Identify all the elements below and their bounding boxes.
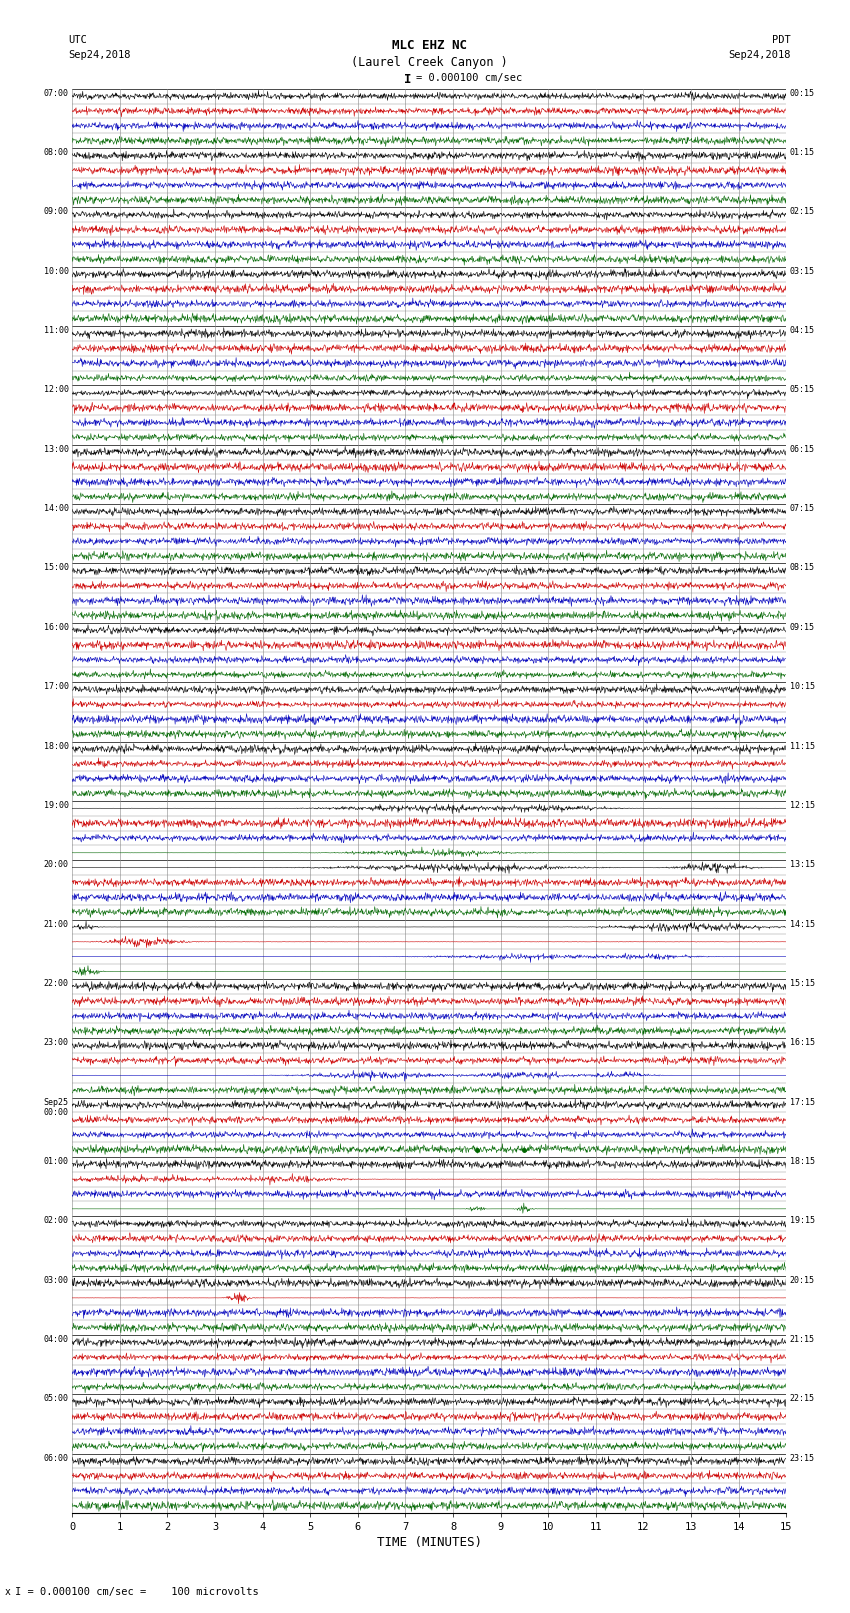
Text: 09:00: 09:00 [43,208,69,216]
Text: 17:00: 17:00 [43,682,69,690]
Text: 02:15: 02:15 [790,208,815,216]
Text: 23:00: 23:00 [43,1039,69,1047]
X-axis label: TIME (MINUTES): TIME (MINUTES) [377,1536,482,1548]
Text: 21:00: 21:00 [43,919,69,929]
Text: Sep24,2018: Sep24,2018 [728,50,791,60]
Text: 23:15: 23:15 [790,1453,815,1463]
Text: 16:00: 16:00 [43,623,69,632]
Text: 09:15: 09:15 [790,623,815,632]
Text: 15:00: 15:00 [43,563,69,573]
Text: UTC: UTC [68,35,87,45]
Text: 03:00: 03:00 [43,1276,69,1284]
Text: 12:15: 12:15 [790,802,815,810]
Text: 10:15: 10:15 [790,682,815,690]
Text: 01:00: 01:00 [43,1157,69,1166]
Text: = 0.000100 cm/sec: = 0.000100 cm/sec [416,73,523,82]
Text: 00:15: 00:15 [790,89,815,98]
Text: 16:15: 16:15 [790,1039,815,1047]
Text: 06:00: 06:00 [43,1453,69,1463]
Text: 08:15: 08:15 [790,563,815,573]
Text: 01:15: 01:15 [790,148,815,156]
Text: 18:15: 18:15 [790,1157,815,1166]
Text: 18:00: 18:00 [43,742,69,750]
Text: 19:00: 19:00 [43,802,69,810]
Text: 20:15: 20:15 [790,1276,815,1284]
Text: Sep25
00:00: Sep25 00:00 [43,1097,69,1116]
Text: 04:15: 04:15 [790,326,815,336]
Text: 05:00: 05:00 [43,1394,69,1403]
Text: 03:15: 03:15 [790,266,815,276]
Text: 22:00: 22:00 [43,979,69,987]
Text: 14:00: 14:00 [43,505,69,513]
Text: 11:15: 11:15 [790,742,815,750]
Text: 02:00: 02:00 [43,1216,69,1226]
Text: Sep24,2018: Sep24,2018 [68,50,131,60]
Text: I: I [405,73,411,85]
Text: 13:00: 13:00 [43,445,69,453]
Text: 13:15: 13:15 [790,860,815,869]
Text: 22:15: 22:15 [790,1394,815,1403]
Text: I = 0.000100 cm/sec =    100 microvolts: I = 0.000100 cm/sec = 100 microvolts [15,1587,259,1597]
Text: 06:15: 06:15 [790,445,815,453]
Text: 07:00: 07:00 [43,89,69,98]
Text: 08:00: 08:00 [43,148,69,156]
Text: 21:15: 21:15 [790,1336,815,1344]
Text: 14:15: 14:15 [790,919,815,929]
Text: 19:15: 19:15 [790,1216,815,1226]
Text: 20:00: 20:00 [43,860,69,869]
Text: (Laurel Creek Canyon ): (Laurel Creek Canyon ) [351,56,507,69]
Text: 10:00: 10:00 [43,266,69,276]
Text: PDT: PDT [772,35,791,45]
Text: 12:00: 12:00 [43,386,69,395]
Text: 04:00: 04:00 [43,1336,69,1344]
Text: 15:15: 15:15 [790,979,815,987]
Text: 17:15: 17:15 [790,1097,815,1107]
Text: MLC EHZ NC: MLC EHZ NC [392,39,467,52]
Text: 05:15: 05:15 [790,386,815,395]
Text: 11:00: 11:00 [43,326,69,336]
Text: 07:15: 07:15 [790,505,815,513]
Text: x: x [4,1587,10,1597]
